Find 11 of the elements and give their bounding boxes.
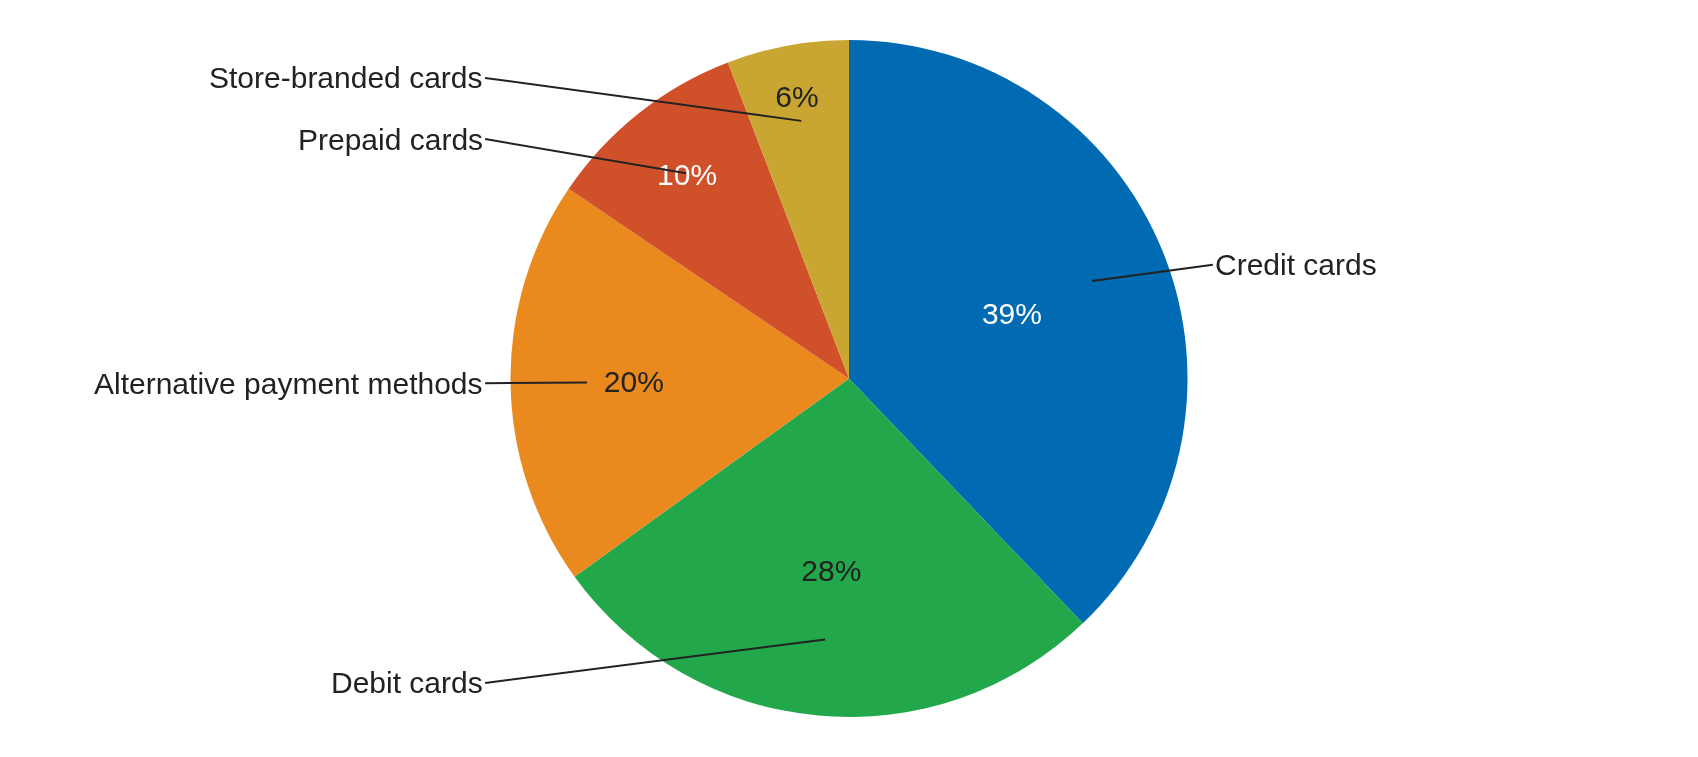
slice-label: Store-branded cards: [209, 61, 483, 94]
data-label: 28%: [801, 554, 862, 588]
slice-label: Credit cards: [1215, 248, 1377, 281]
slice-label: Alternative payment methods: [94, 367, 483, 400]
data-label: 10%: [657, 158, 718, 192]
data-label: 6%: [775, 80, 819, 114]
pie-slice: [727, 40, 849, 379]
data-label: 39%: [981, 296, 1042, 330]
data-label: 20%: [603, 365, 664, 399]
slice-label: Debit cards: [331, 666, 483, 699]
slice-label: Prepaid cards: [298, 123, 484, 156]
